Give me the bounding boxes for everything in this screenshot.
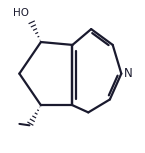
Text: HO: HO (13, 8, 29, 18)
Text: N: N (124, 67, 132, 80)
